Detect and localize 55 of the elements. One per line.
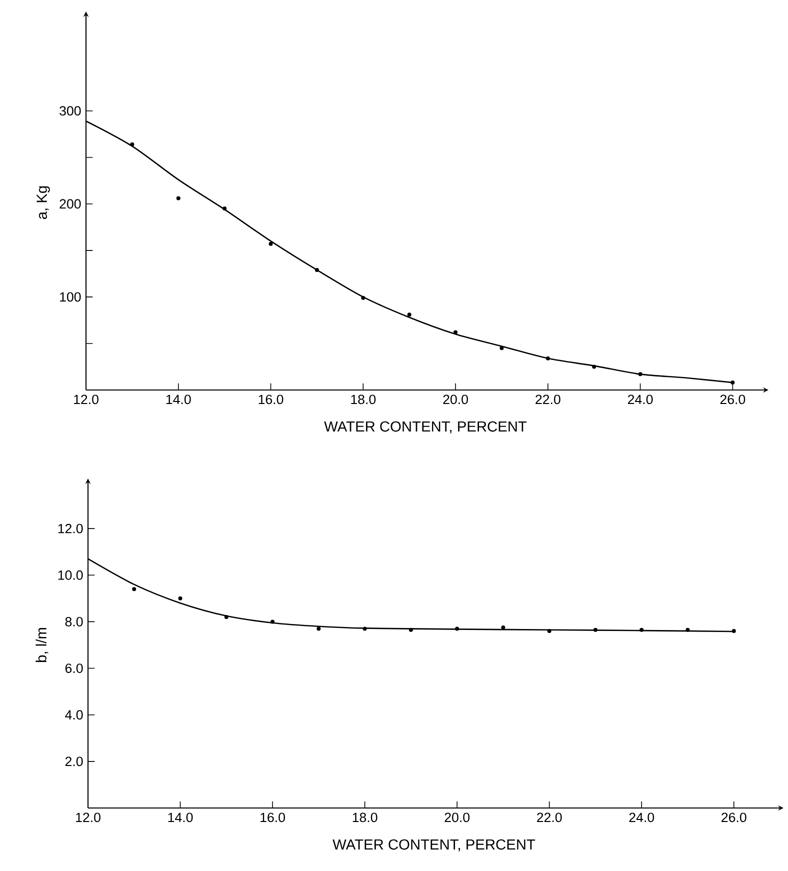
point	[730, 380, 735, 385]
point	[314, 268, 319, 272]
point	[454, 330, 458, 334]
x-tick-label: 16.0	[260, 812, 285, 822]
y-axis-title: a, Kg	[36, 186, 50, 219]
y-tick-label: 2.0	[65, 756, 83, 766]
point	[407, 312, 412, 317]
x-tick-label: 20.0	[444, 812, 470, 822]
x-tick-label: 18.0	[352, 812, 378, 822]
point	[408, 628, 413, 632]
point	[732, 629, 736, 634]
x-tick-label: 24.0	[629, 812, 654, 822]
point	[546, 356, 550, 360]
x-tick-label: 16.0	[258, 394, 284, 404]
point	[686, 628, 690, 632]
x-tick-label: 12.0	[74, 394, 98, 404]
y-tick-label: 8.0	[65, 616, 83, 626]
point	[224, 615, 228, 620]
x-tick-label: 22.0	[536, 394, 560, 404]
x-tick-label: 22.0	[537, 812, 562, 822]
x-tick-label: 26.0	[722, 812, 746, 822]
y-tick-label: 12.0	[58, 524, 83, 534]
point	[130, 142, 134, 146]
point	[270, 620, 275, 624]
y-tick-label: 200	[60, 199, 81, 209]
x-tick-label: 14.0	[166, 394, 191, 404]
point	[132, 587, 136, 592]
y-tick-label: 10.0	[58, 570, 83, 580]
point	[268, 242, 273, 246]
point	[593, 628, 598, 632]
x-tick-label: 20.0	[443, 394, 468, 404]
point	[640, 628, 644, 632]
point	[638, 372, 642, 376]
point	[178, 596, 182, 600]
x-tick-label: 18.0	[351, 394, 376, 404]
x-tick-label: 12.0	[76, 812, 100, 822]
point	[176, 196, 180, 200]
y-tick-label: 4.0	[65, 710, 83, 720]
x-axis-title: WATER CONTENT, PERCENT	[324, 421, 527, 434]
y-tick-label: 100	[60, 292, 81, 302]
y-tick-label: 300	[60, 106, 81, 116]
point	[362, 626, 367, 631]
point	[222, 206, 227, 211]
point	[455, 626, 460, 631]
point	[361, 296, 366, 300]
point	[316, 626, 321, 631]
x-tick-label: 26.0	[720, 394, 746, 404]
point	[500, 346, 504, 350]
y-tick-label: 6.0	[65, 664, 83, 673]
x-tick-label: 24.0	[628, 394, 653, 404]
point	[547, 629, 552, 634]
point	[592, 364, 596, 369]
y-axis-title: b, l/m	[36, 628, 48, 662]
x-axis-title: WATER CONTENT, PERCENT	[332, 839, 536, 852]
x-tick-label: 14.0	[168, 812, 193, 822]
